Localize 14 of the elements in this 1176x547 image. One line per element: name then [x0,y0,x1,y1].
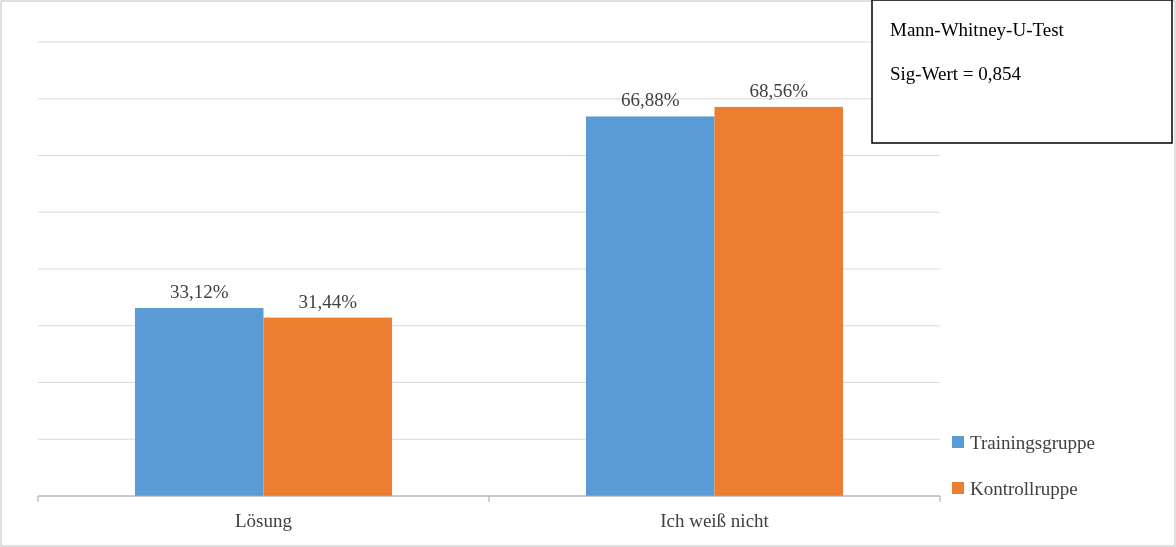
data-label: 66,88% [620,89,680,111]
legend-label: Trainingsgruppe [970,431,1095,453]
text: Mann-Whitney-U-Test [890,19,1065,40]
x-tick-label: Lösung [235,510,293,531]
data-label: 33,12% [169,281,229,303]
annotation: Sig-Wert = 0,854 [890,63,1022,84]
x-tick-label: Ich weiß nicht [660,510,770,531]
legend-label: Kontrollruppe [970,477,1078,499]
data-label: 68,56% [749,79,809,101]
bar [714,106,844,496]
data-label: 31,44% [298,290,358,312]
bar [134,308,264,496]
bar [263,317,393,496]
bar [585,116,715,496]
